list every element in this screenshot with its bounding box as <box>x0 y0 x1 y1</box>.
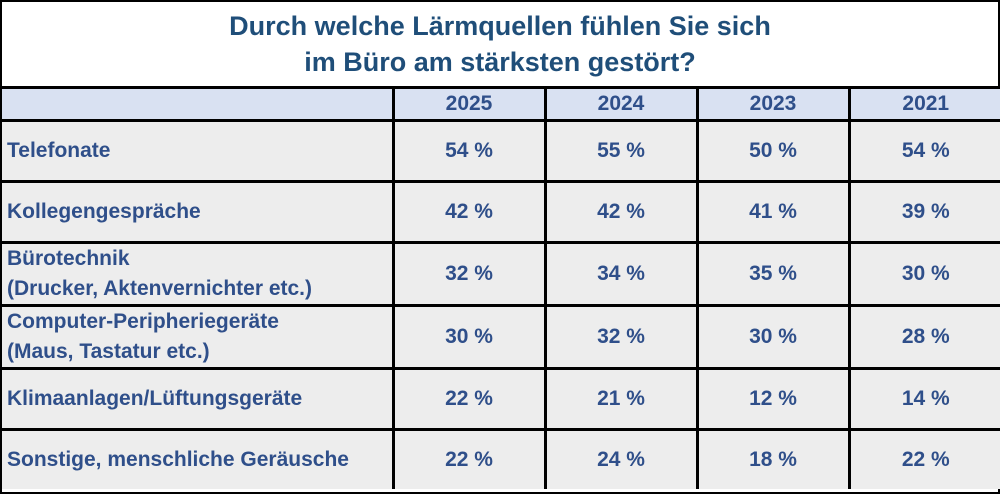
row-label-line1: Sonstige, menschliche Geräusche <box>7 448 349 471</box>
row-label-line1: Bürotechnik <box>7 247 130 270</box>
column-header-2024: 2024 <box>543 86 699 122</box>
cell-value: 21 % <box>543 367 699 431</box>
table-row: Klimaanlagen/Lüftungsgeräte 22 % 21 % 12… <box>2 367 1000 431</box>
table-row: Telefonate 54 % 55 % 50 % 54 % <box>2 119 1000 183</box>
row-label: Klimaanlagen/Lüftungsgeräte <box>2 367 395 431</box>
row-label: Computer-Peripheriegeräte (Maus, Tastatur… <box>2 304 395 370</box>
row-label-line2: (Maus, Tastatur etc.) <box>7 340 210 363</box>
cell-value: 50 % <box>695 119 851 183</box>
noise-sources-table: 2025 2024 2023 2021 Telefonate 54 % 55 %… <box>2 86 1000 489</box>
title-line-2: im Büro am stärksten gestört? <box>304 47 696 77</box>
cell-value: 24 % <box>543 428 699 489</box>
row-label-line1: Telefonate <box>7 139 111 162</box>
header-row: 2025 2024 2023 2021 <box>2 86 1000 122</box>
row-label-line1: Kollegengespräche <box>7 200 201 223</box>
cell-value: 30 % <box>847 241 1000 307</box>
row-label: Bürotechnik (Drucker, Aktenvernichter etc… <box>2 241 395 307</box>
cell-value: 42 % <box>543 180 699 244</box>
cell-value: 30 % <box>695 304 851 370</box>
cell-value: 12 % <box>695 367 851 431</box>
table-row: Kollegengespräche 42 % 42 % 41 % 39 % <box>2 180 1000 244</box>
cell-value: 18 % <box>695 428 851 489</box>
cell-value: 14 % <box>847 367 1000 431</box>
row-label: Kollegengespräche <box>2 180 395 244</box>
cell-value: 54 % <box>391 119 547 183</box>
header-corner <box>2 86 395 122</box>
cell-value: 30 % <box>391 304 547 370</box>
cell-value: 55 % <box>543 119 699 183</box>
column-header-2023: 2023 <box>695 86 851 122</box>
cell-value: 22 % <box>391 428 547 489</box>
cell-value: 34 % <box>543 241 699 307</box>
row-label: Sonstige, menschliche Geräusche <box>2 428 395 489</box>
table-row: Computer-Peripheriegeräte (Maus, Tastatur… <box>2 304 1000 370</box>
row-label-line1: Klimaanlagen/Lüftungsgeräte <box>7 387 303 410</box>
cell-value: 22 % <box>847 428 1000 489</box>
cell-value: 54 % <box>847 119 1000 183</box>
table-row: Bürotechnik (Drucker, Aktenvernichter etc… <box>2 241 1000 307</box>
title-line-1: Durch welche Lärmquellen fühlen Sie sich <box>229 11 771 41</box>
cell-value: 28 % <box>847 304 1000 370</box>
table-row: Sonstige, menschliche Geräusche 22 % 24 … <box>2 428 1000 489</box>
cell-value: 35 % <box>695 241 851 307</box>
cell-value: 32 % <box>543 304 699 370</box>
row-label-line2: (Drucker, Aktenvernichter etc.) <box>7 277 313 300</box>
cell-value: 41 % <box>695 180 851 244</box>
column-header-2025: 2025 <box>391 86 547 122</box>
column-header-2021: 2021 <box>847 86 1000 122</box>
page-title: Durch welche Lärmquellen fühlen Sie sich… <box>2 2 998 86</box>
row-label: Telefonate <box>2 119 395 183</box>
cell-value: 22 % <box>391 367 547 431</box>
row-label-line1: Computer-Peripheriegeräte <box>7 310 279 333</box>
cell-value: 42 % <box>391 180 547 244</box>
cell-value: 32 % <box>391 241 547 307</box>
cell-value: 39 % <box>847 180 1000 244</box>
